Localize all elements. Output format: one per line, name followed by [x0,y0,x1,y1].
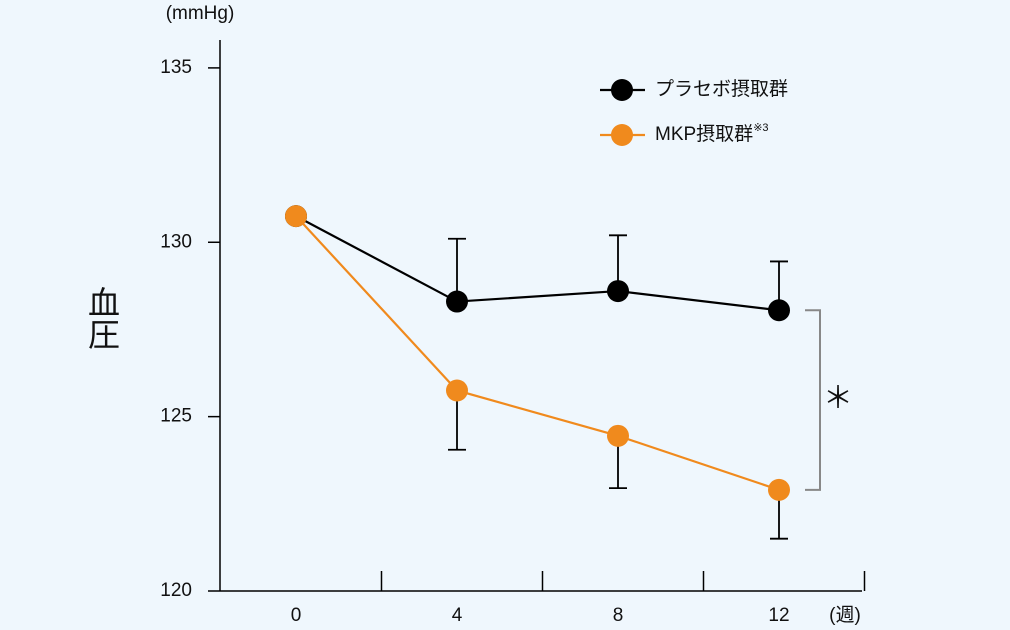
point [285,205,307,228]
point [768,299,790,322]
y-tick-label: 135 [160,57,192,78]
y-unit: (mmHg) [166,3,235,24]
legend-marker [611,79,633,101]
point [768,478,790,501]
x-unit: (週) [829,604,861,626]
legend-marker [611,124,633,146]
point [607,424,629,447]
x-tick-label: 0 [291,605,302,626]
y-tick-label: 120 [160,580,192,601]
x-tick-label: 12 [768,605,789,626]
series-line [295,215,780,312]
point [607,280,629,303]
y-tick-label: 125 [160,406,192,427]
legend-note: ※3 [753,122,768,134]
x-tick-label: 8 [613,605,624,626]
y-axis-label: 血圧 [84,286,120,350]
legend-label: プラセボ摂取群 [655,78,788,100]
significance-mark: ＊ [823,382,853,415]
point [446,290,468,313]
series-line [295,215,780,491]
y-tick-label: 130 [160,231,192,252]
point [446,379,468,402]
significance-bracket [805,309,821,491]
legend-label: MKP摂取群※3 [655,122,769,145]
x-tick-label: 4 [452,605,463,626]
